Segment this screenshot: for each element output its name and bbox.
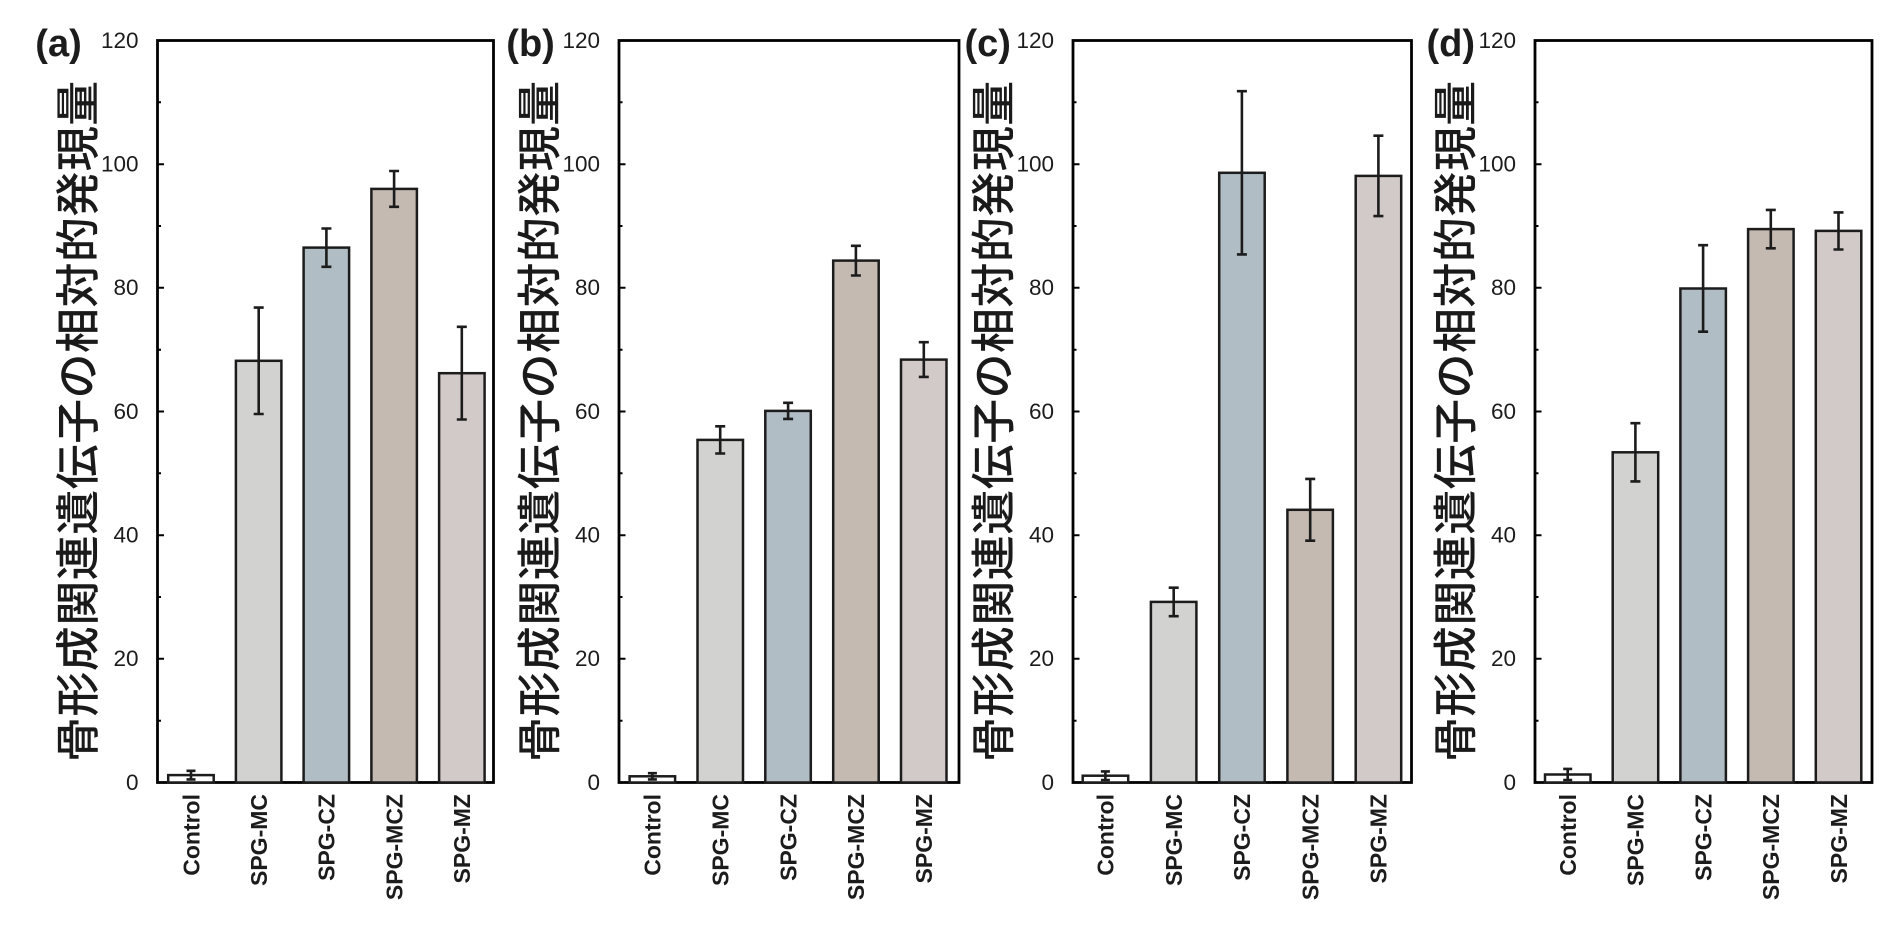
svg-text:60: 60 — [1029, 399, 1054, 424]
svg-text:SPG-MCZ: SPG-MCZ — [843, 794, 869, 900]
svg-text:100: 100 — [1478, 152, 1516, 177]
svg-text:Control: Control — [178, 794, 204, 876]
svg-text:20: 20 — [1491, 646, 1516, 671]
svg-text:60: 60 — [575, 399, 600, 424]
svg-text:SPG-CZ: SPG-CZ — [1229, 794, 1255, 881]
svg-text:0: 0 — [587, 770, 600, 795]
svg-text:80: 80 — [113, 275, 138, 300]
svg-text:20: 20 — [113, 646, 138, 671]
svg-text:SPG-MZ: SPG-MZ — [449, 794, 475, 883]
svg-text:0: 0 — [1041, 770, 1054, 795]
svg-text:40: 40 — [113, 523, 138, 548]
svg-text:SPG-MC: SPG-MC — [1161, 794, 1187, 886]
svg-text:120: 120 — [1478, 28, 1516, 53]
svg-text:40: 40 — [1029, 523, 1054, 548]
svg-text:100: 100 — [101, 152, 139, 177]
svg-text:20: 20 — [575, 646, 600, 671]
svg-text:SPG-MC: SPG-MC — [246, 794, 272, 886]
svg-text:SPG-CZ: SPG-CZ — [775, 794, 801, 881]
svg-text:80: 80 — [1491, 275, 1516, 300]
svg-text:80: 80 — [1029, 275, 1054, 300]
svg-text:(d): (d) — [1427, 23, 1476, 65]
svg-text:40: 40 — [1491, 523, 1516, 548]
svg-text:SPG-MC: SPG-MC — [708, 794, 734, 886]
svg-text:60: 60 — [1491, 399, 1516, 424]
svg-text:SPG-MCZ: SPG-MCZ — [381, 794, 407, 900]
svg-text:60: 60 — [113, 399, 138, 424]
svg-text:Control: Control — [1093, 794, 1119, 876]
svg-text:20: 20 — [1029, 646, 1054, 671]
svg-text:40: 40 — [575, 523, 600, 548]
svg-text:120: 120 — [562, 28, 600, 53]
svg-text:100: 100 — [1016, 152, 1054, 177]
svg-text:100: 100 — [562, 152, 600, 177]
svg-text:SPG-MZ: SPG-MZ — [911, 794, 937, 883]
svg-text:SPG-CZ: SPG-CZ — [314, 794, 340, 881]
svg-text:0: 0 — [1503, 770, 1516, 795]
svg-text:SPG-MZ: SPG-MZ — [1826, 794, 1852, 883]
svg-text:Control: Control — [640, 794, 666, 876]
svg-text:(b): (b) — [506, 23, 555, 65]
svg-text:Control: Control — [1555, 794, 1581, 876]
svg-text:SPG-MZ: SPG-MZ — [1366, 794, 1392, 883]
svg-text:SPG-MC: SPG-MC — [1623, 794, 1649, 886]
svg-text:(c): (c) — [965, 23, 1011, 65]
svg-text:120: 120 — [101, 28, 139, 53]
svg-text:80: 80 — [575, 275, 600, 300]
svg-text:SPG-MCZ: SPG-MCZ — [1758, 794, 1784, 900]
svg-text:(a): (a) — [35, 23, 81, 65]
svg-text:SPG-MCZ: SPG-MCZ — [1298, 794, 1324, 900]
svg-text:SPG-CZ: SPG-CZ — [1690, 794, 1716, 881]
svg-text:120: 120 — [1016, 28, 1054, 53]
svg-text:0: 0 — [126, 770, 139, 795]
